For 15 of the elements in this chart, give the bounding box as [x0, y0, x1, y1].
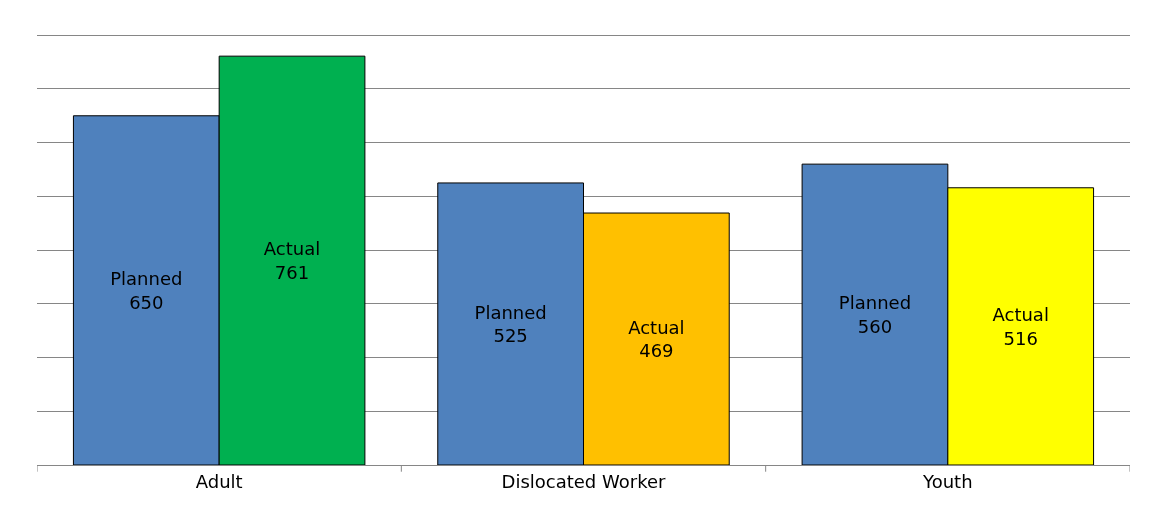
- series-label: Planned: [474, 301, 547, 323]
- text: Actual: [263, 238, 321, 260]
- series-label: Actual: [992, 304, 1049, 326]
- x-tick-label: Adult: [195, 470, 243, 492]
- data-label: 650: [129, 291, 164, 313]
- data-label: 525: [493, 325, 528, 347]
- data-label: 560: [857, 315, 893, 337]
- x-tick-label: Dislocated Worker: [501, 470, 667, 492]
- text: Planned: [110, 268, 183, 290]
- text: Actual: [628, 316, 685, 338]
- x-tick-label: Youth: [922, 470, 973, 492]
- data-label: 761: [274, 261, 310, 283]
- data-label: 516: [1003, 327, 1038, 349]
- data-label: 469: [639, 340, 674, 362]
- text: Planned: [838, 292, 912, 314]
